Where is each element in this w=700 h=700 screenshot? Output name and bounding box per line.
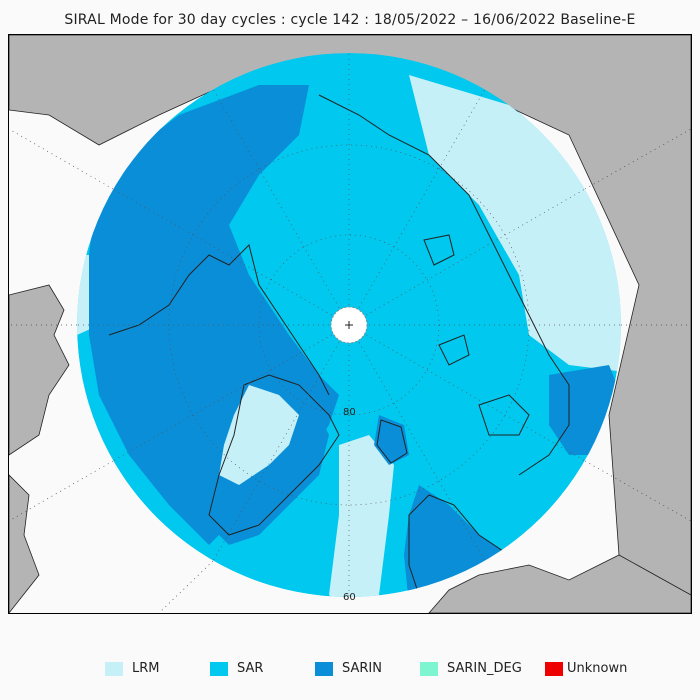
coast-russia <box>318 94 570 476</box>
coast-svalbard <box>376 419 408 464</box>
coast-novaya-zemlya <box>478 394 530 436</box>
coastlines <box>108 94 570 597</box>
legend-swatch-unknown <box>545 662 563 676</box>
legend-label-sar: SAR <box>237 661 264 676</box>
land-alaska-southwest <box>9 474 40 613</box>
graticule-meridians <box>77 53 621 597</box>
legend-swatch-sarin-deg <box>420 662 438 676</box>
legend: LRM SAR SARIN SARIN_DEG Unknown <box>0 660 700 680</box>
legend-swatch-sarin <box>315 662 333 676</box>
lrm-region-east <box>409 75 621 375</box>
latitude-label-80: 80 <box>343 407 356 418</box>
polar-map-canvas: 80 60 <box>9 35 691 613</box>
legend-label-lrm: LRM <box>132 661 160 676</box>
pole-cross-icon <box>345 321 353 329</box>
map-title: SIRAL Mode for 30 day cycles : cycle 142… <box>64 12 636 28</box>
lrm-region-south <box>329 435 394 597</box>
land-west-canada <box>9 284 70 456</box>
legend-label-sarin-deg: SARIN_DEG <box>447 661 522 676</box>
coast-canadian-archipelago <box>108 244 330 396</box>
land-outside <box>9 35 691 613</box>
coast-new-siberian <box>423 234 455 266</box>
graticule-outer <box>9 128 691 613</box>
coast-greenland <box>208 374 340 536</box>
coast-severnaya <box>438 334 470 366</box>
polar-map: 80 60 <box>8 34 692 614</box>
latitude-label-60: 60 <box>343 592 356 603</box>
legend-label-unknown: Unknown <box>567 661 628 676</box>
land-europe-southeast <box>428 554 691 613</box>
legend-label-sarin: SARIN <box>342 661 382 676</box>
legend-swatch-lrm <box>105 662 123 676</box>
legend-swatch-sar <box>210 662 228 676</box>
graticule-parallels <box>168 144 530 506</box>
